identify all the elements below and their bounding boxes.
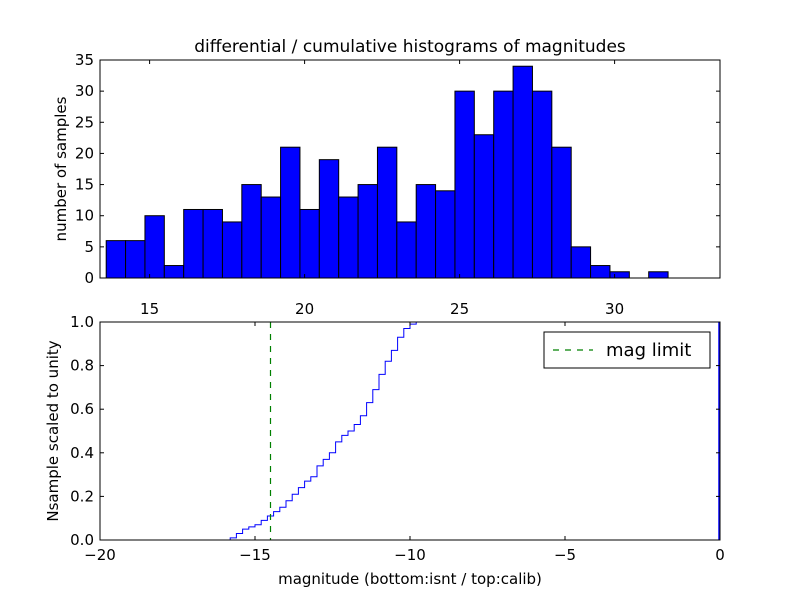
histogram-x-tick-label: 25 bbox=[450, 300, 469, 318]
histogram-y-tick-label: 25 bbox=[75, 113, 94, 131]
cumulative-x-axis-label: magnitude (bottom:isnt / top:calib) bbox=[278, 570, 542, 588]
histogram-y-tick-label: 20 bbox=[75, 144, 94, 162]
histogram-bar bbox=[318, 159, 340, 279]
histogram-axes-frame bbox=[99, 59, 721, 279]
cumulative-step-line bbox=[100, 321, 720, 541]
cumulative-x-tick-label: −20 bbox=[84, 546, 116, 564]
histogram-bar bbox=[241, 184, 262, 279]
histogram-bar bbox=[125, 240, 146, 279]
chart-title: differential / cumulative histograms of … bbox=[194, 37, 626, 57]
histogram-bar bbox=[512, 65, 533, 279]
histogram-y-tick-label: 35 bbox=[75, 51, 94, 69]
histogram-y-tick-label: 0 bbox=[84, 269, 94, 287]
histogram-bar bbox=[183, 208, 204, 279]
histogram-bar bbox=[570, 246, 592, 279]
histogram-bar bbox=[590, 265, 611, 279]
histogram-bar bbox=[299, 208, 320, 279]
legend-label-mag-limit: mag limit bbox=[606, 340, 691, 361]
cumulative-x-tick-label: −15 bbox=[239, 546, 271, 564]
cumulative-x-tick-label: −10 bbox=[394, 546, 426, 564]
legend-box bbox=[543, 331, 711, 369]
cumulative-y-tick-label: 0.2 bbox=[70, 487, 94, 505]
histogram-y-tick-label: 30 bbox=[75, 82, 94, 100]
histogram-y-tick-label: 15 bbox=[75, 176, 94, 194]
histogram-y-tick-label: 10 bbox=[75, 207, 94, 225]
cumulative-y-tick-label: 0.0 bbox=[70, 531, 94, 549]
histogram-bars bbox=[105, 65, 669, 279]
histogram-bar bbox=[435, 190, 456, 279]
cumulative-y-tick-label: 0.4 bbox=[70, 444, 94, 462]
histogram-bar bbox=[376, 146, 398, 279]
histogram-bar bbox=[338, 196, 359, 279]
histogram-bar bbox=[357, 184, 378, 279]
histogram-bar bbox=[473, 134, 495, 279]
histogram-x-tick-label: 30 bbox=[605, 300, 624, 318]
cumulative-axes-frame bbox=[99, 321, 721, 541]
histogram-bar bbox=[202, 208, 223, 279]
histogram-y-axis-label: number of samples bbox=[52, 96, 70, 241]
histogram-bar bbox=[415, 184, 437, 279]
histogram-bar bbox=[648, 271, 669, 279]
histogram-bar bbox=[396, 221, 417, 279]
histogram-bar bbox=[493, 90, 514, 279]
histogram-bar bbox=[105, 240, 127, 279]
cumulative-x-tick-label: −5 bbox=[554, 546, 576, 564]
histogram-bar bbox=[454, 90, 475, 279]
histogram-panel: differential / cumulative histograms of … bbox=[52, 37, 721, 318]
histogram-bar bbox=[609, 271, 630, 279]
cumulative-y-tick-label: 0.6 bbox=[70, 400, 94, 418]
histogram-bar bbox=[551, 146, 572, 279]
cumulative-panel: Nsample scaled to unity magnitude (botto… bbox=[44, 313, 725, 588]
histogram-bar bbox=[163, 265, 185, 279]
histogram-x-tick-label: 15 bbox=[140, 300, 159, 318]
histogram-bar bbox=[221, 221, 243, 279]
cumulative-ticks: −20 −15 −10 −5 0 0.0 0.2 0.4 0.6 0.8 1.0 bbox=[70, 313, 725, 564]
legend: mag limit bbox=[543, 331, 711, 369]
histogram-bar bbox=[144, 215, 165, 279]
histogram-y-tick-label: 5 bbox=[84, 238, 94, 256]
cumulative-y-tick-label: 1.0 bbox=[70, 313, 94, 331]
histogram-bar bbox=[260, 196, 282, 279]
histogram-bar bbox=[280, 146, 301, 279]
cumulative-plot-area bbox=[100, 321, 720, 541]
cumulative-x-tick-label: 0 bbox=[715, 546, 725, 564]
histogram-x-tick-label: 20 bbox=[295, 300, 314, 318]
cumulative-y-tick-label: 0.8 bbox=[70, 357, 94, 375]
histogram-bar bbox=[531, 90, 553, 279]
cumulative-y-axis-label: Nsample scaled to unity bbox=[44, 340, 62, 521]
